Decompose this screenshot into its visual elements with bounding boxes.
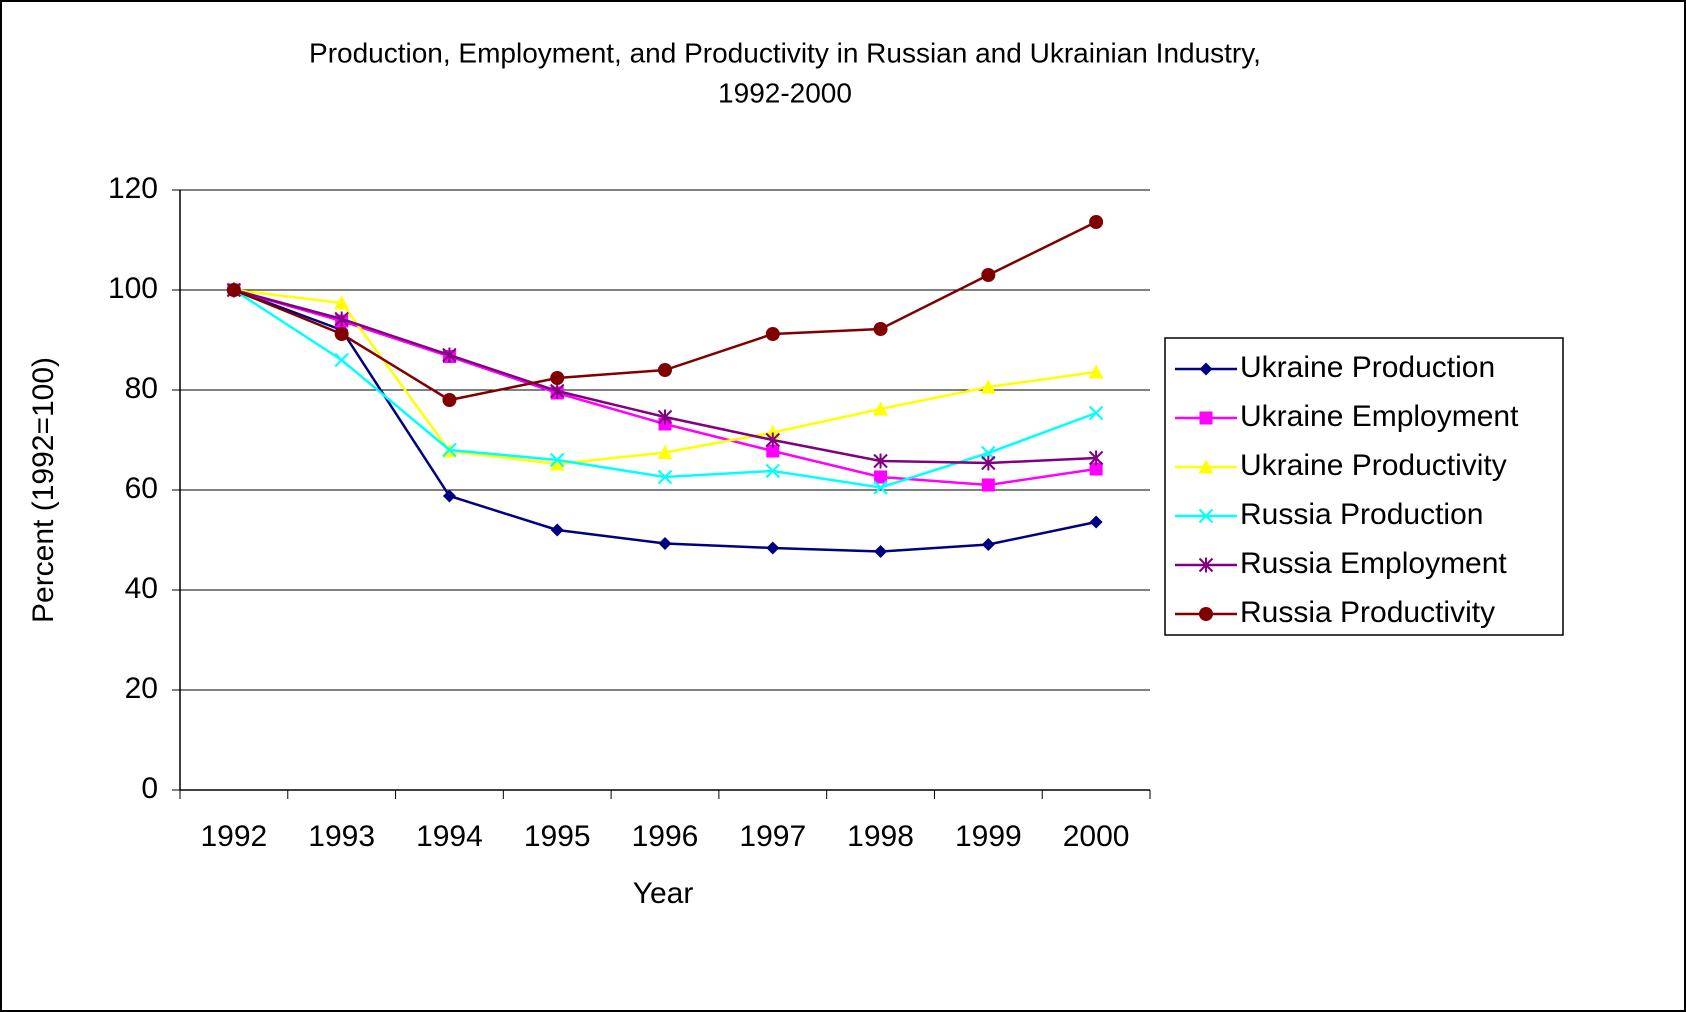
y-tick-label: 20 xyxy=(125,672,158,705)
chart-title: 1992-2000 xyxy=(718,77,852,108)
marker xyxy=(873,322,888,336)
marker xyxy=(873,480,888,495)
marker xyxy=(1198,459,1214,474)
marker xyxy=(1198,508,1214,524)
marker xyxy=(550,452,565,468)
x-tick-label: 1997 xyxy=(739,820,806,853)
marker xyxy=(334,311,349,327)
marker xyxy=(442,489,456,503)
marker xyxy=(874,470,888,484)
marker xyxy=(226,283,241,297)
marker xyxy=(765,327,780,341)
marker xyxy=(1199,362,1213,376)
marker xyxy=(658,537,672,550)
marker xyxy=(765,463,780,479)
legend-label: Ukraine Productivity xyxy=(1240,449,1507,482)
y-tick-label: 80 xyxy=(125,372,158,405)
marker xyxy=(981,455,996,471)
legend: Ukraine Production Ukraine Employment Ukra… xyxy=(1164,337,1564,636)
marker xyxy=(1088,364,1104,379)
marker xyxy=(766,444,780,458)
marker xyxy=(1198,557,1214,573)
x-tick-label: 1996 xyxy=(632,820,699,853)
y-tick-label: 100 xyxy=(108,272,158,305)
marker xyxy=(442,347,457,363)
x-tick-label: 1999 xyxy=(955,820,1022,853)
legend-label: Russia Production xyxy=(1240,498,1483,531)
x-tick-label: 1998 xyxy=(847,820,914,853)
marker xyxy=(1088,405,1104,421)
marker xyxy=(1199,411,1213,425)
marker xyxy=(981,478,995,492)
marker xyxy=(550,523,564,537)
marker xyxy=(1089,462,1103,476)
legend-label: Ukraine Production xyxy=(1240,351,1495,384)
marker xyxy=(334,295,350,310)
marker xyxy=(334,327,349,341)
x-tick-label: 1994 xyxy=(416,820,483,853)
marker xyxy=(981,538,995,551)
marker xyxy=(657,445,673,459)
marker xyxy=(981,268,996,282)
marker xyxy=(1088,450,1104,466)
legend-box xyxy=(1164,337,1564,636)
marker xyxy=(334,352,349,368)
marker xyxy=(550,383,565,399)
x-tick-label: 1995 xyxy=(524,820,591,853)
marker xyxy=(442,393,457,407)
marker xyxy=(549,456,565,471)
marker xyxy=(657,409,673,425)
marker xyxy=(550,371,565,385)
marker xyxy=(658,363,672,377)
marker xyxy=(766,541,780,555)
y-tick-label: 60 xyxy=(125,472,158,505)
marker xyxy=(874,545,888,558)
marker xyxy=(1089,215,1104,229)
x-tick-label: 1993 xyxy=(308,820,375,853)
marker xyxy=(657,469,673,485)
y-tick-label: 0 xyxy=(141,772,158,805)
x-axis-label: Year xyxy=(633,877,694,910)
chart-title: Production, Employment, and Productivity… xyxy=(309,37,1261,68)
marker xyxy=(765,432,780,448)
legend-label: Russia Employment xyxy=(1240,547,1507,580)
marker xyxy=(873,453,888,469)
y-axis-label: Percent (1992=100) xyxy=(27,357,60,623)
marker xyxy=(442,442,457,458)
marker xyxy=(1089,515,1103,529)
x-tick-label: 1992 xyxy=(201,820,268,853)
legend-label: Russia Productivity xyxy=(1240,596,1495,629)
marker xyxy=(873,401,889,416)
x-tick-label: 2000 xyxy=(1063,820,1130,853)
marker xyxy=(1199,607,1213,621)
y-tick-label: 120 xyxy=(108,172,158,205)
legend-label: Ukraine Employment xyxy=(1240,400,1519,433)
marker xyxy=(980,379,996,394)
y-tick-label: 40 xyxy=(125,572,158,605)
